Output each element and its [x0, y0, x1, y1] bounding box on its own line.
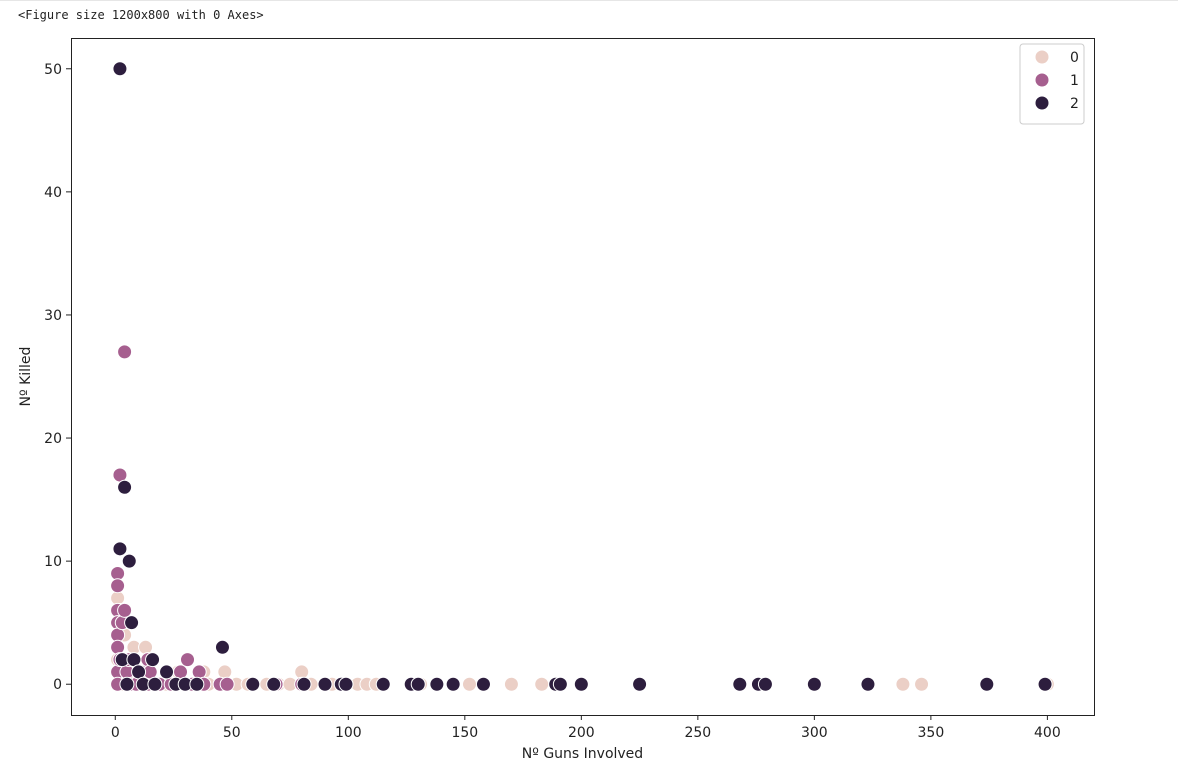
- scatter-point-hue-2: [112, 541, 128, 557]
- scatter-point-hue-0: [138, 639, 154, 655]
- figure-size-output: <Figure size 1200x800 with 0 Axes>: [18, 8, 264, 22]
- scatter-point-hue-2: [757, 676, 773, 692]
- x-axis-label: Nº Guns Involved: [522, 746, 643, 762]
- x-tick-label: 300: [801, 725, 828, 741]
- scatter-point-hue-2: [145, 652, 161, 668]
- scatter-point-hue-2: [147, 676, 163, 692]
- scatter-point-hue-2: [245, 676, 261, 692]
- scatter-point-hue-2: [214, 639, 230, 655]
- scatter-point-hue-2: [317, 676, 333, 692]
- legend-marker-1: [1034, 72, 1050, 88]
- x-tick-label: 250: [684, 725, 711, 741]
- x-tick-label: 150: [451, 725, 478, 741]
- y-tick-label: 30: [44, 308, 62, 324]
- scatter-point-hue-2: [338, 676, 354, 692]
- scatter-point-hue-2: [445, 676, 461, 692]
- x-tick-label: 350: [918, 725, 945, 741]
- scatter-point-hue-1: [117, 602, 133, 618]
- scatter-point-hue-2: [410, 676, 426, 692]
- scatter-point-hue-2: [732, 676, 748, 692]
- scatter-point-hue-0: [503, 676, 519, 692]
- scatter-point-hue-1: [110, 578, 126, 594]
- scatter-point-hue-2: [860, 676, 876, 692]
- top-separator-line: [0, 0, 1178, 1]
- y-axis-ticks: 0 10 20 30 40 50: [44, 62, 71, 693]
- scatter-point-hue-2: [159, 664, 175, 680]
- scatter-point-hue-2: [429, 676, 445, 692]
- y-tick-label: 40: [44, 185, 62, 201]
- x-tick-label: 0: [111, 725, 120, 741]
- x-axis-ticks: 0 50 100 150 200 250 300 350 400: [111, 715, 1061, 741]
- axes-frame: [71, 38, 1095, 716]
- data-points-layer: [110, 61, 1055, 692]
- scatter-point-hue-1: [180, 652, 196, 668]
- legend-label-2: 2: [1070, 96, 1079, 112]
- scatter-point-hue-2: [189, 676, 205, 692]
- legend-marker-2: [1034, 95, 1050, 111]
- scatter-point-hue-2: [266, 676, 282, 692]
- scatter-point-hue-2: [117, 479, 133, 495]
- scatter-point-hue-0: [461, 676, 477, 692]
- scatter-point-hue-2: [632, 676, 648, 692]
- y-axis-label: Nº Killed: [18, 347, 34, 407]
- scatter-point-hue-2: [1037, 676, 1053, 692]
- scatter-point-hue-2: [573, 676, 589, 692]
- x-tick-label: 100: [335, 725, 362, 741]
- y-tick-label: 10: [44, 554, 62, 570]
- scatter-point-hue-2: [552, 676, 568, 692]
- y-tick-label: 50: [44, 62, 62, 78]
- x-tick-label: 400: [1034, 725, 1061, 741]
- scatter-point-hue-0: [534, 676, 550, 692]
- scatter-point-hue-0: [895, 676, 911, 692]
- scatter-point-hue-1: [219, 676, 235, 692]
- legend-label-1: 1: [1070, 73, 1079, 89]
- x-tick-label: 50: [223, 725, 241, 741]
- scatter-point-hue-2: [124, 615, 140, 631]
- x-tick-label: 200: [568, 725, 595, 741]
- scatter-point-hue-2: [475, 676, 491, 692]
- legend-marker-0: [1034, 49, 1050, 65]
- scatter-point-hue-2: [806, 676, 822, 692]
- scatter-point-hue-1: [117, 344, 133, 360]
- scatter-point-hue-2: [112, 61, 128, 77]
- scatter-point-hue-2: [121, 553, 137, 569]
- y-tick-label: 0: [53, 677, 62, 693]
- scatter-point-hue-2: [119, 676, 135, 692]
- y-tick-label: 20: [44, 431, 62, 447]
- scatter-point-hue-2: [296, 676, 312, 692]
- scatter-point-hue-2: [375, 676, 391, 692]
- legend: 0 1 2: [1019, 43, 1085, 125]
- scatter-point-hue-0: [914, 676, 930, 692]
- legend-label-0: 0: [1070, 50, 1079, 66]
- scatter-point-hue-2: [979, 676, 995, 692]
